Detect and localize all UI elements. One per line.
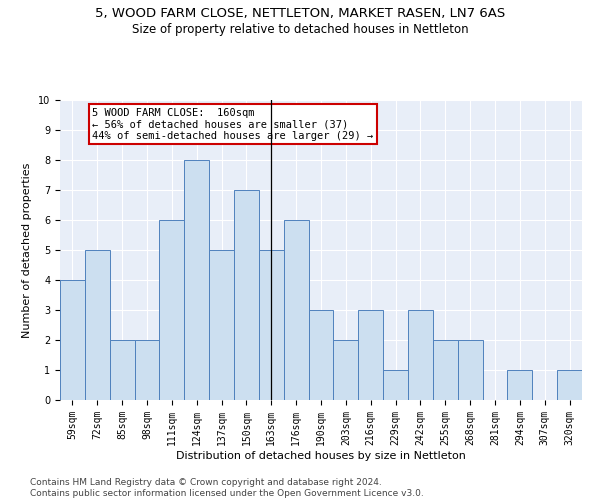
Y-axis label: Number of detached properties: Number of detached properties: [22, 162, 32, 338]
Bar: [408, 310, 433, 400]
Bar: [334, 340, 358, 400]
Bar: [458, 340, 482, 400]
Bar: [557, 370, 582, 400]
Bar: [284, 220, 308, 400]
Bar: [85, 250, 110, 400]
Bar: [110, 340, 134, 400]
Bar: [308, 310, 334, 400]
Bar: [209, 250, 234, 400]
Bar: [160, 220, 184, 400]
Text: 5 WOOD FARM CLOSE:  160sqm
← 56% of detached houses are smaller (37)
44% of semi: 5 WOOD FARM CLOSE: 160sqm ← 56% of detac…: [92, 108, 374, 140]
Bar: [60, 280, 85, 400]
Text: Contains HM Land Registry data © Crown copyright and database right 2024.
Contai: Contains HM Land Registry data © Crown c…: [30, 478, 424, 498]
Bar: [383, 370, 408, 400]
Text: 5, WOOD FARM CLOSE, NETTLETON, MARKET RASEN, LN7 6AS: 5, WOOD FARM CLOSE, NETTLETON, MARKET RA…: [95, 8, 505, 20]
Bar: [508, 370, 532, 400]
Bar: [234, 190, 259, 400]
X-axis label: Distribution of detached houses by size in Nettleton: Distribution of detached houses by size …: [176, 450, 466, 460]
Bar: [184, 160, 209, 400]
Bar: [433, 340, 458, 400]
Bar: [134, 340, 160, 400]
Bar: [358, 310, 383, 400]
Text: Size of property relative to detached houses in Nettleton: Size of property relative to detached ho…: [131, 22, 469, 36]
Bar: [259, 250, 284, 400]
